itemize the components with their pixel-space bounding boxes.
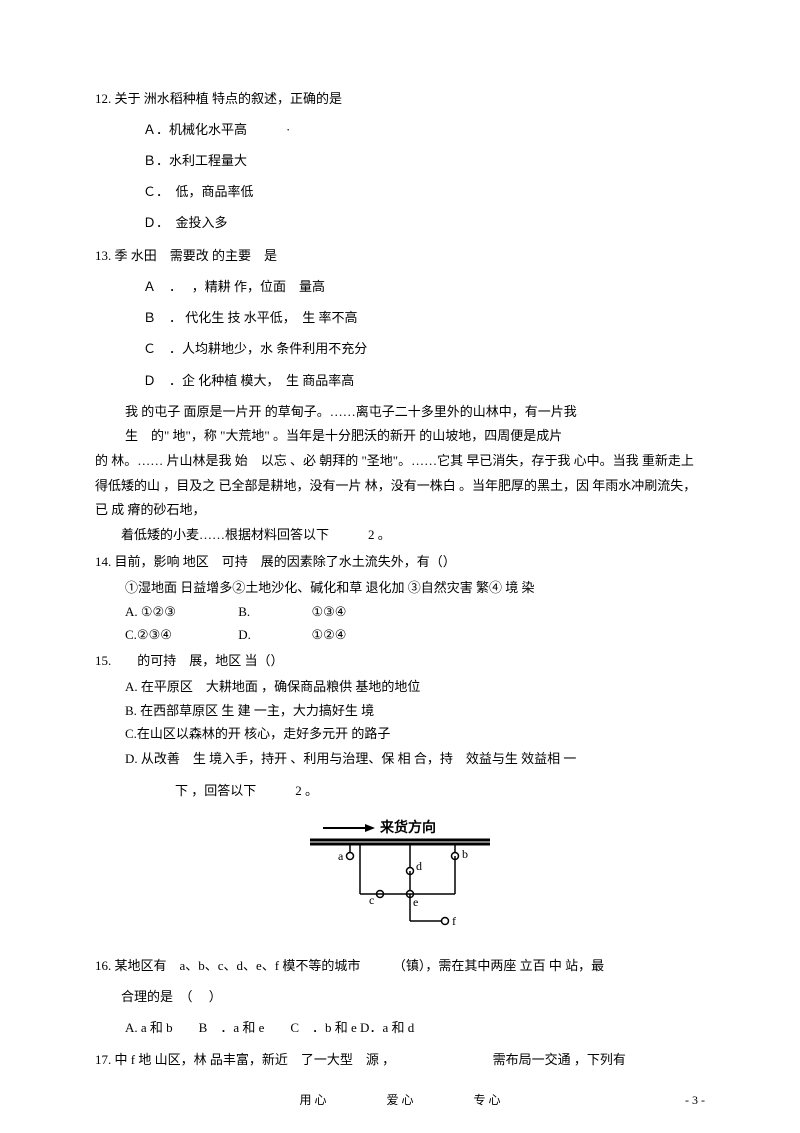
diagram-label-f: f <box>452 914 456 928</box>
diagram-caption-text: 来货方向 <box>379 819 436 836</box>
q17-stem: 17. 中 f 地 山区，林 品丰富，新近 了一大型 源 ， 需布局一交通 ，下… <box>95 1043 705 1077</box>
q12-opt-a: Ａ．机械化水平高 · <box>95 114 705 145</box>
q15-opt-b: B. 在西部草原区 生 建 一主，大力搞好生 境 <box>95 699 705 722</box>
q14-stem: 14. 目前，影响 地区 可持 展的因素除了水土流失外，有（） <box>95 548 705 577</box>
diagram-label-b: b <box>462 847 468 861</box>
q15-opt-a: A. 在平原区 大耕地面 ，确保商品粮供 基地的地位 <box>95 675 705 698</box>
q14-opt-d2: ①②④ <box>312 627 347 642</box>
footer-center-text: 用 心 爱 心 专 心 <box>0 1091 800 1108</box>
passage-line-4: 着低矮的小麦……根据材料回答以下 2 。 <box>95 523 705 548</box>
q15-tail: 下 ，回答以下 2 。 <box>95 774 705 808</box>
network-diagram: 来货方向 a b d c e f <box>95 816 705 936</box>
q12-opt-b: Ｂ．水利工程量大 <box>95 145 705 176</box>
q12-opt-c: Ｃ． 低，商品率低 <box>95 176 705 207</box>
q14-opt-c: C.②③④ <box>125 623 235 646</box>
q14-opt-d: D. <box>238 623 308 646</box>
passage-line-2: 生 的" 地"，称 "大荒地" 。当年是十分肥沃的新开 的山坡地，四周便是成片 <box>95 424 705 449</box>
page-footer: 用 心 爱 心 专 心 - 3 - <box>0 1091 800 1108</box>
q12-opt-d: Ｄ． 金投入多 <box>95 207 705 238</box>
q13-opt-b: Ｂ ． 代化生 技 水平低， 生 率不高 <box>95 302 705 333</box>
q14-opt-a: A. ①②③ <box>125 600 235 623</box>
diagram-label-a: a <box>338 849 344 863</box>
q14-opts-row2: C.②③④ D. ①②④ <box>95 623 705 646</box>
passage-line-3: 的 林。…… 片山林是我 始 以忘 、必 朝拜的 "圣地"。……它其 早已消失，… <box>95 449 705 523</box>
q14-opts-row1: A. ①②③ B. ①③④ <box>95 600 705 623</box>
q13-opt-d: Ｄ ．企 化种植 模大， 生 商品率高 <box>95 365 705 396</box>
q12-stem: 12. 关于 洲水稻种植 特点的叙述，正确的是 <box>95 85 705 114</box>
q16-stem-b: 合理的是 （ ） <box>95 981 705 1012</box>
q15-stem: 15. 的可持 展，地区 当（） <box>95 647 705 676</box>
q16-stem-a: 16. 某地区有 a、b、c、d、e、f 模不等的城市 （镇），需在其中两座 立… <box>95 950 705 981</box>
q13-opt-c: Ｃ ．人均耕地少，水 条件利用不充分 <box>95 333 705 364</box>
footer-page-number: - 3 - <box>685 1093 705 1108</box>
q14-opt-b2: ①③④ <box>312 604 347 619</box>
q15-opt-c: C.在山区以森林的开 核心，走好多元开 的路子 <box>95 722 705 745</box>
q14-circles: ①湿地面 日益增多②土地沙化、碱化和草 退化加 ③自然灾害 繁④ 境 染 <box>95 576 705 599</box>
diagram-label-e: e <box>413 895 418 909</box>
q16-opts: A. a 和 b B ．a 和 e C ．b 和 e D．a 和 d <box>95 1012 705 1043</box>
q13-stem: 13. 季 水田 需要改 的主要 是 <box>95 242 705 271</box>
diagram-label-d: d <box>416 859 422 873</box>
q14-opt-b: B. <box>238 600 308 623</box>
diagram-label-c: c <box>369 893 374 907</box>
q13-opt-a: Ａ ． ，精耕 作，位面 量高 <box>95 271 705 302</box>
q15-opt-d: D. 从改善 生 境入手，持开 、利用与治理、保 相 合，持 效益与生 效益相 … <box>95 745 705 774</box>
passage-line-1: 我 的屯子 面原是一片开 的草甸子。……离屯子二十多里外的山林中，有一片我 <box>95 400 705 425</box>
